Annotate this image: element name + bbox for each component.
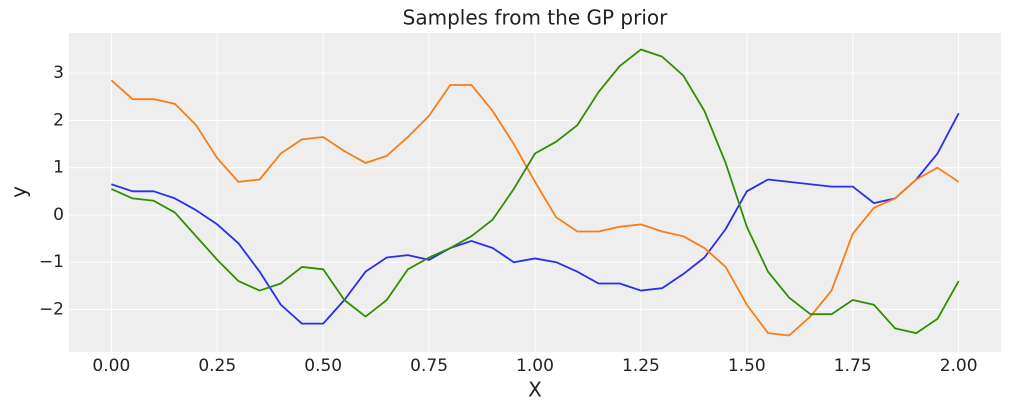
y-tick-label: −2: [39, 299, 64, 319]
y-tick-label: 0: [53, 205, 64, 225]
x-tick-label: 1.00: [516, 356, 554, 376]
x-tick-label: 0.00: [92, 356, 130, 376]
y-axis-label: y: [7, 186, 31, 198]
x-axis-label: X: [528, 378, 542, 402]
x-tick-label: 0.25: [198, 356, 236, 376]
x-tick-label: 0.50: [304, 356, 342, 376]
x-tick-label: 2.00: [940, 356, 978, 376]
y-tick-label: 1: [53, 158, 64, 178]
x-tick-label: 1.75: [834, 356, 872, 376]
x-tick-label: 1.25: [622, 356, 660, 376]
y-tick-label: 3: [53, 63, 64, 83]
series-line: [111, 112, 960, 325]
x-tick-label: 1.50: [728, 356, 766, 376]
series-line: [110, 79, 960, 337]
chart-title: Samples from the GP prior: [403, 6, 668, 30]
y-tick-label: 2: [53, 110, 64, 130]
series-line: [110, 48, 960, 334]
y-tick-label: −1: [39, 252, 64, 272]
x-tick-label: 0.75: [410, 356, 448, 376]
